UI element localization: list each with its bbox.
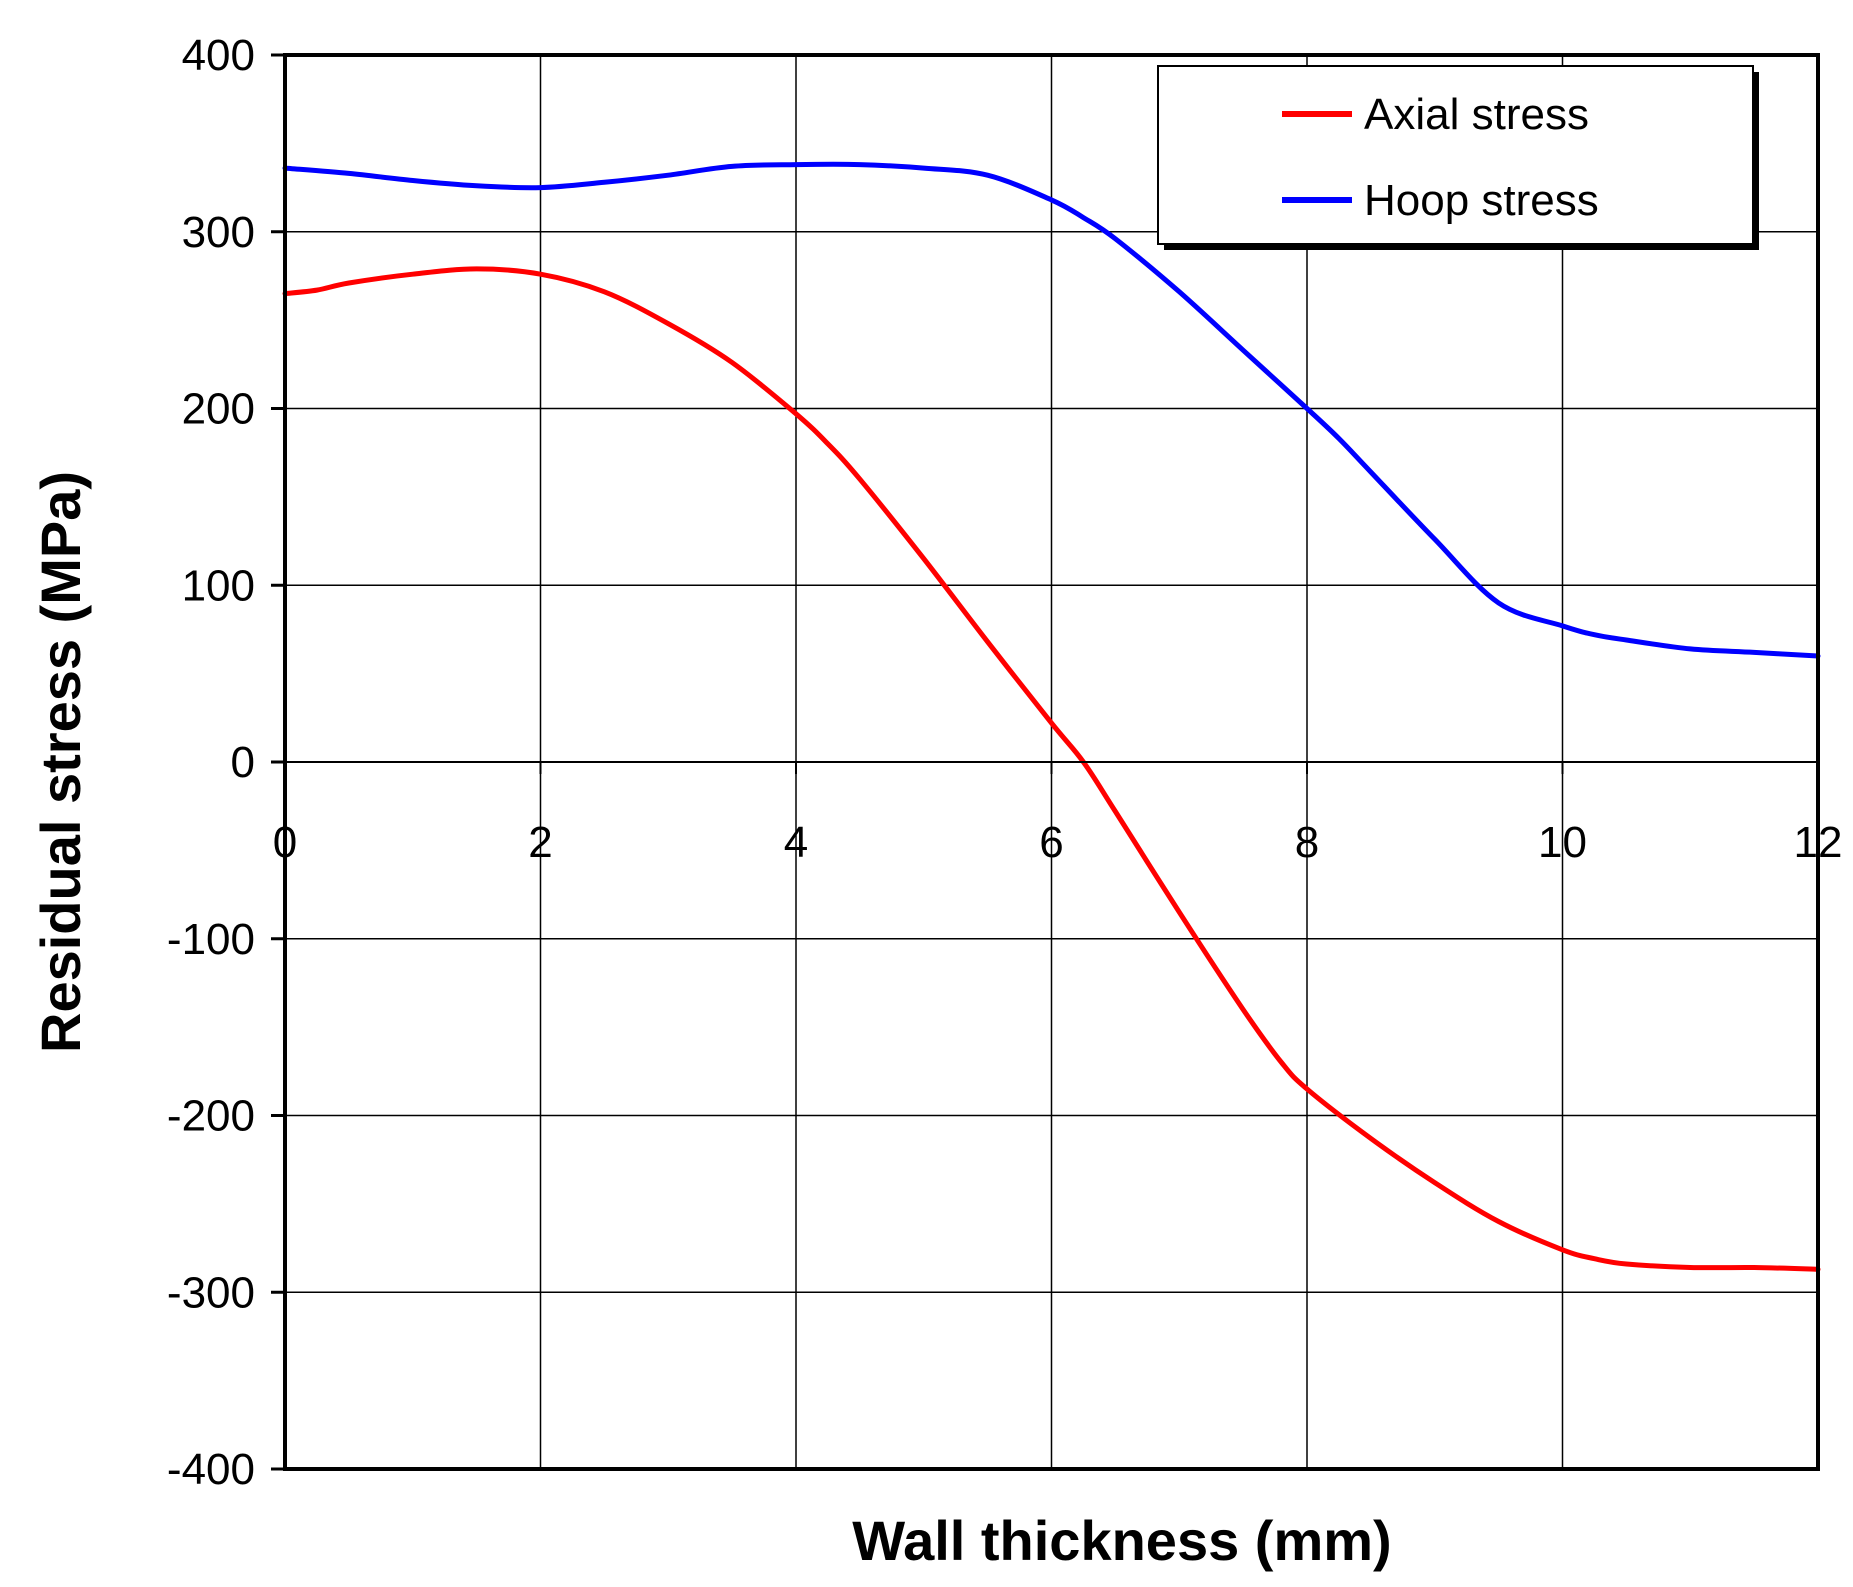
y-tick-label: 400 [182, 31, 255, 80]
y-tick-label: 100 [182, 561, 255, 610]
legend-box [1157, 65, 1754, 245]
axes [271, 53, 1819, 1471]
y-tick-label: 300 [182, 208, 255, 257]
y-tick-label: -200 [167, 1092, 255, 1141]
x-tick-label: 2 [528, 818, 552, 867]
y-tick-label: -100 [167, 915, 255, 964]
series-line-hoop [282, 161, 1821, 659]
x-tick-label: 8 [1295, 818, 1319, 867]
y-tick-label: -400 [167, 1445, 255, 1494]
legend-label-axial: Axial stress [1364, 90, 1589, 139]
series-line-axial [282, 266, 1821, 1272]
tick-labels: 400 300 200 100 0 -100 -200 -300 -400 0 2 4 6 8 10 12 [167, 31, 1843, 1494]
x-axis-title: Wall thickness (mm) [852, 1509, 1391, 1572]
x-tick-label: 4 [784, 818, 808, 867]
x-tick-label: 10 [1538, 818, 1587, 867]
y-axis-title: Residual stress (MPa) [29, 471, 92, 1053]
y-tick-label: 200 [182, 385, 255, 434]
y-tick-label: -300 [167, 1268, 255, 1317]
x-tick-label: 0 [273, 818, 297, 867]
legend: Axial stress Hoop stress [1157, 65, 1759, 250]
legend-label-hoop: Hoop stress [1364, 176, 1599, 225]
x-tick-label: 6 [1039, 818, 1063, 867]
series-lines [282, 161, 1821, 1272]
x-tick-label: 12 [1794, 818, 1843, 867]
y-tick-label: 0 [231, 738, 255, 787]
